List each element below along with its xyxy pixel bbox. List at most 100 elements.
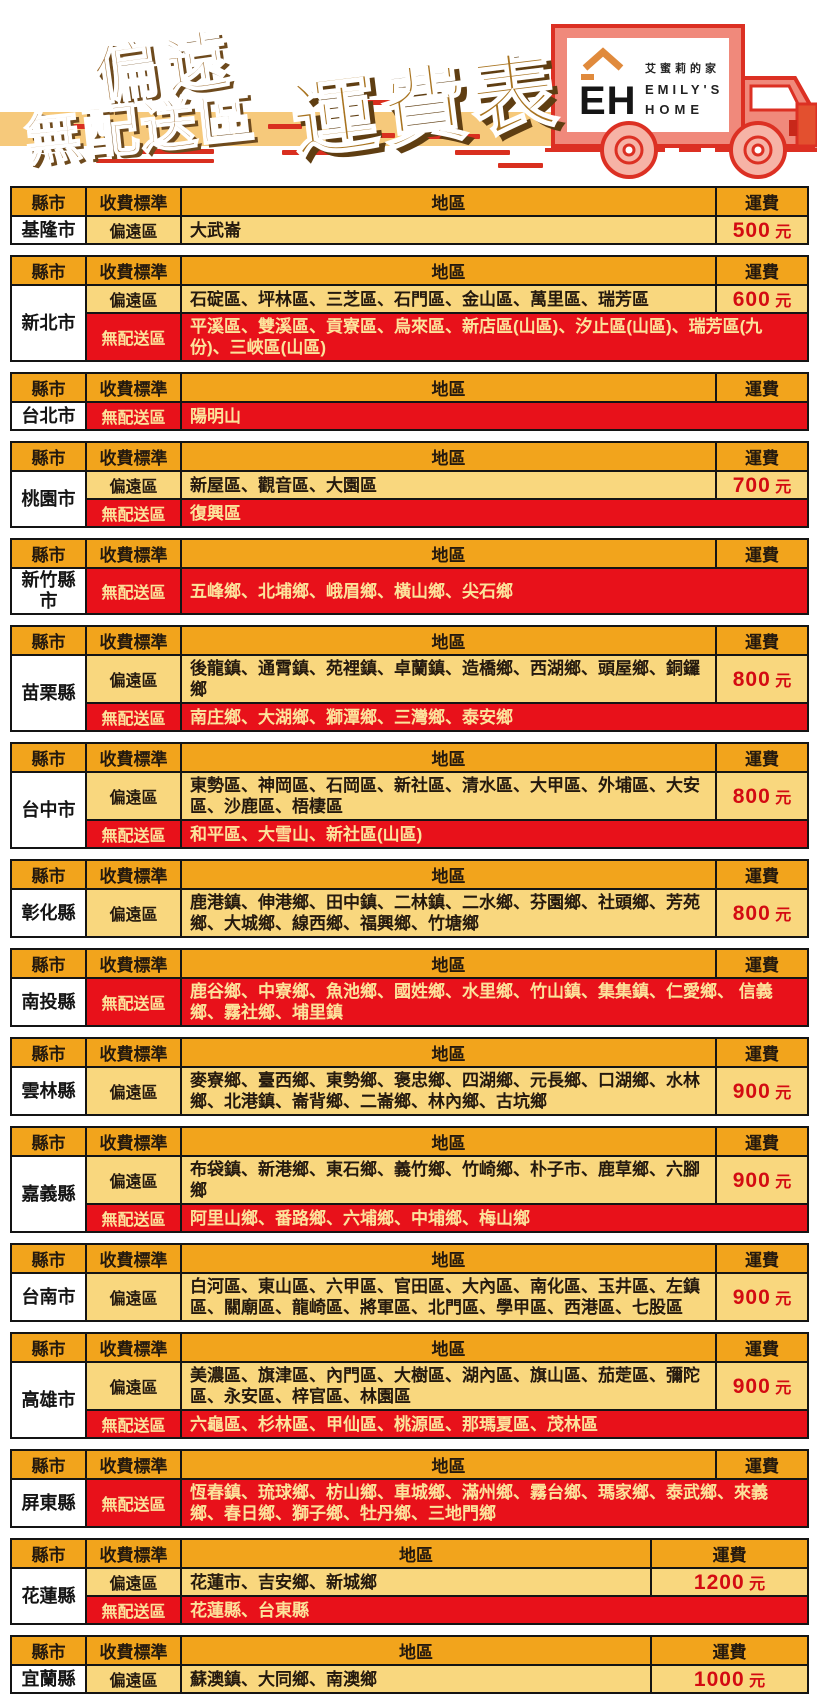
truck-bumper — [795, 102, 817, 148]
county-table: 縣市 收費標準 地區 運費 基隆市 偏遠區 大武崙 500 元 — [10, 186, 809, 245]
fee-standard-cell: 無配送區 — [85, 1203, 182, 1233]
region-cell: 東勢區、神岡區、石岡區、新社區、清水區、大甲區、外埔區、大安區、沙鹿區、梧棲區 — [180, 771, 717, 821]
header-fee: 運費 — [715, 1126, 809, 1157]
fee-cell: 900 元 — [715, 1272, 809, 1322]
fee-unit: 元 — [770, 478, 792, 496]
table-row: 無配送區 和平區、大雪山、新社區(山區) — [11, 819, 809, 849]
header-region: 地區 — [180, 859, 717, 890]
table-header-row: 縣市 收費標準 地區 運費 — [10, 186, 809, 217]
header-region: 地區 — [180, 1332, 717, 1363]
fee-amount: 800 — [732, 901, 771, 925]
county-cell: 彰化縣 — [10, 888, 87, 938]
header-fee: 運費 — [715, 1449, 809, 1480]
header-region: 地區 — [180, 625, 717, 656]
header-fee: 運費 — [715, 742, 809, 773]
county-table: 縣市 收費標準 地區 運費 新竹縣市 無配送區 五峰鄉、北埔鄉、峨眉鄉、橫山鄉、尖石鄉 — [10, 538, 809, 615]
table-row: 宜蘭縣 偏遠區 蘇澳鎮、大同鄉、南澳鄉 1000 元 — [10, 1664, 809, 1694]
table-row: 屏東縣 無配送區 恆春鎮、琉球鄉、枋山鄉、車城鄉、滿州鄉、霧台鄉、瑪家鄉、泰武鄉、來… — [10, 1478, 809, 1528]
county-table: 縣市 收費標準 地區 運費 苗栗縣 偏遠區 後龍鎮、通霄鎮、苑裡鎮、卓蘭鎮、造橋鄉、西湖鄉、… — [10, 625, 809, 732]
fee-table: 縣市 收費標準 地區 運費 基隆市 偏遠區 大武崙 500 元 — [10, 186, 809, 245]
fee-table: 縣市 收費標準 地區 運費 桃園市 偏遠區 新屋區、觀音區、大園區 700 元無配送區 復興區 — [10, 441, 809, 528]
header-standard: 收費標準 — [85, 742, 182, 773]
header-fee: 運費 — [715, 441, 809, 472]
logo-roof-icon — [582, 47, 624, 71]
header-region: 地區 — [180, 1449, 717, 1480]
table-header-row: 縣市 收費標準 地區 運費 — [10, 742, 809, 773]
fee-standard-cell: 偏遠區 — [85, 1664, 182, 1694]
header-fee: 運費 — [715, 538, 809, 569]
fee-standard-cell: 偏遠區 — [85, 654, 182, 704]
table-row: 無配送區 復興區 — [11, 498, 809, 528]
red-dash — [498, 163, 543, 168]
table-header-row: 縣市 收費標準 地區 運費 — [10, 1037, 809, 1068]
fee-standard-cell: 無配送區 — [85, 1595, 182, 1625]
header-region: 地區 — [180, 948, 717, 979]
header-county: 縣市 — [10, 948, 87, 979]
fee-table: 縣市 收費標準 地區 運費 台中市 偏遠區 東勢區、神岡區、石岡區、新社區、清水區、大甲區、… — [10, 742, 809, 849]
fee-unit: 元 — [770, 292, 792, 310]
logo-eh-text: EH — [579, 79, 637, 123]
fee-table: 縣市 收費標準 地區 運費 新北市 偏遠區 石碇區、坪林區、三芝區、石門區、金山區、萬里區、… — [10, 255, 809, 362]
header-fee: 運費 — [715, 625, 809, 656]
header-fee: 運費 — [650, 1538, 809, 1569]
county-cell: 台南市 — [10, 1272, 87, 1322]
fee-standard-cell: 偏遠區 — [85, 771, 182, 821]
header-region: 地區 — [180, 372, 717, 403]
county-table: 縣市 收費標準 地區 運費 花蓮縣 偏遠區 花蓮市、吉安鄉、新城鄉 1200 元無配送區 花蓮縣… — [10, 1538, 809, 1625]
fee-table: 縣市 收費標準 地區 運費 台北市 無配送區 陽明山 — [10, 372, 809, 431]
fee-table: 縣市 收費標準 地區 運費 嘉義縣 偏遠區 布袋鎮、新港鄉、東石鄉、義竹鄉、竹崎鄉、朴子市、… — [10, 1126, 809, 1233]
header-region: 地區 — [180, 1538, 652, 1569]
fee-amount: 800 — [732, 784, 771, 808]
fee-table: 縣市 收費標準 地區 運費 雲林縣 偏遠區 麥寮鄉、臺西鄉、東勢鄉、褒忠鄉、四湖鄉、元長鄉、… — [10, 1037, 809, 1116]
logo-accent-bar — [581, 74, 594, 80]
table-header-row: 縣市 收費標準 地區 運費 — [10, 441, 809, 472]
fee-unit: 元 — [770, 1379, 792, 1397]
fee-table: 縣市 收費標準 地區 運費 花蓮縣 偏遠區 花蓮市、吉安鄉、新城鄉 1200 元無配送區 花蓮縣… — [10, 1538, 809, 1625]
county-cell: 屏東縣 — [10, 1478, 87, 1528]
logo-brand-en1: EMILY'S — [645, 82, 723, 97]
title-fee-table: 運費表 — [285, 42, 567, 172]
table-header-row: 縣市 收費標準 地區 運費 — [10, 1449, 809, 1480]
title-no-delivery-area: 無配送區 — [21, 84, 260, 173]
county-table: 縣市 收費標準 地區 運費 屏東縣 無配送區 恆春鎮、琉球鄉、枋山鄉、車城鄉、滿州鄉、霧台鄉… — [10, 1449, 809, 1528]
fee-cell: 600 元 — [715, 284, 809, 314]
red-dash — [96, 159, 214, 163]
fee-unit: 元 — [770, 789, 792, 807]
table-header-row: 縣市 收費標準 地區 運費 — [10, 372, 809, 403]
header-county: 縣市 — [10, 859, 87, 890]
region-cell: 復興區 — [180, 498, 809, 528]
header-fee: 運費 — [715, 372, 809, 403]
fee-standard-cell: 偏遠區 — [85, 1155, 182, 1205]
fee-standard-cell: 無配送區 — [85, 819, 182, 849]
fee-cell: 900 元 — [715, 1155, 809, 1205]
table-row: 無配送區 六龜區、杉林區、甲仙區、桃源區、那瑪夏區、茂林區 — [11, 1409, 809, 1439]
fee-table: 縣市 收費標準 地區 運費 宜蘭縣 偏遠區 蘇澳鎮、大同鄉、南澳鄉 1000 元 — [10, 1635, 809, 1694]
delivery-truck-icon: EH 艾蜜莉的家 EMILY'S HOME — [545, 24, 817, 179]
truck-wheel-rear — [600, 121, 658, 179]
header-standard: 收費標準 — [85, 1332, 182, 1363]
header-county: 縣市 — [10, 186, 87, 217]
red-dash — [268, 124, 302, 129]
county-cell: 雲林縣 — [10, 1066, 87, 1116]
header-region: 地區 — [180, 1037, 717, 1068]
header-standard: 收費標準 — [85, 1635, 182, 1666]
fee-table: 縣市 收費標準 地區 運費 苗栗縣 偏遠區 後龍鎮、通霄鎮、苑裡鎮、卓蘭鎮、造橋鄉、西湖鄉、… — [10, 625, 809, 732]
fee-table: 縣市 收費標準 地區 運費 彰化縣 偏遠區 鹿港鎮、伸港鄉、田中鎮、二林鎮、二水鄉、芬園鄉、… — [10, 859, 809, 938]
header-standard: 收費標準 — [85, 255, 182, 286]
fee-amount: 500 — [732, 218, 771, 242]
fee-standard-cell: 偏遠區 — [85, 284, 182, 314]
county-cell: 台中市 — [10, 771, 87, 849]
header-county: 縣市 — [10, 1243, 87, 1274]
header-county: 縣市 — [10, 1538, 87, 1569]
fee-unit: 元 — [770, 1084, 792, 1102]
header-standard: 收費標準 — [85, 1538, 182, 1569]
header-county: 縣市 — [10, 372, 87, 403]
table-header-row: 縣市 收費標準 地區 運費 — [10, 1332, 809, 1363]
truck-door-handle — [789, 120, 797, 136]
red-dash — [412, 134, 480, 139]
fee-cell: 900 元 — [715, 1361, 809, 1411]
county-cell: 宜蘭縣 — [10, 1664, 87, 1694]
fee-standard-cell: 無配送區 — [85, 401, 182, 431]
fee-unit: 元 — [770, 1290, 792, 1308]
county-cell: 新北市 — [10, 284, 87, 362]
